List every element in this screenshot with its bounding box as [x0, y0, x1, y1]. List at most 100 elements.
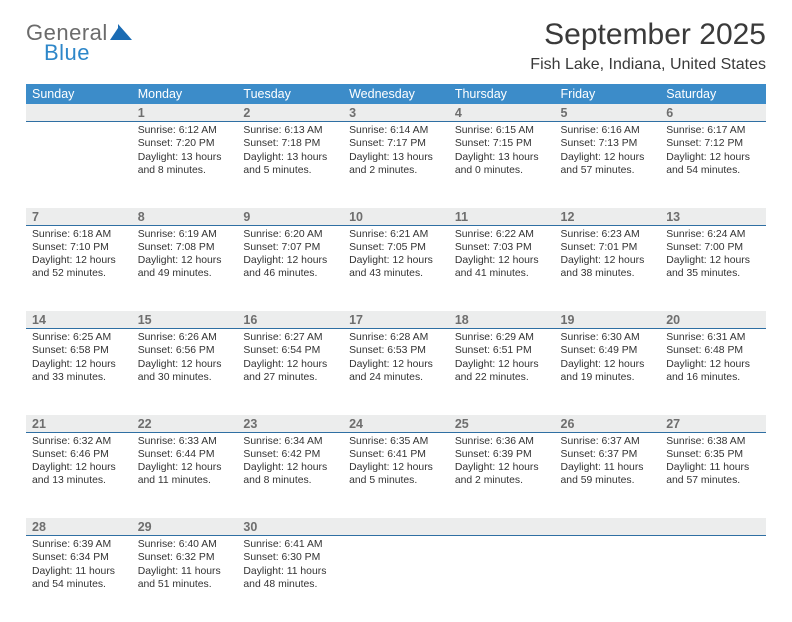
daynum-cell: 23	[237, 415, 343, 433]
day-cell: Sunrise: 6:38 AMSunset: 6:35 PMDaylight:…	[660, 432, 766, 518]
day-cell	[343, 536, 449, 622]
daylight-line: Daylight: 12 hours and 35 minutes.	[666, 254, 760, 281]
sunrise-line: Sunrise: 6:33 AM	[138, 435, 232, 448]
sunrise-line: Sunrise: 6:39 AM	[32, 538, 126, 551]
sunset-line: Sunset: 7:08 PM	[138, 241, 232, 254]
sunset-line: Sunset: 7:03 PM	[455, 241, 549, 254]
daynum-cell: 20	[660, 311, 766, 329]
daynum-cell	[343, 518, 449, 536]
daylight-line: Daylight: 12 hours and 46 minutes.	[243, 254, 337, 281]
daynum-cell: 1	[132, 104, 238, 122]
sunrise-line: Sunrise: 6:21 AM	[349, 228, 443, 241]
day-cell: Sunrise: 6:19 AMSunset: 7:08 PMDaylight:…	[132, 225, 238, 311]
day-info: Sunrise: 6:31 AMSunset: 6:48 PMDaylight:…	[666, 331, 760, 384]
day-cell: Sunrise: 6:37 AMSunset: 6:37 PMDaylight:…	[555, 432, 661, 518]
sunset-line: Sunset: 6:35 PM	[666, 448, 760, 461]
day-cell: Sunrise: 6:18 AMSunset: 7:10 PMDaylight:…	[26, 225, 132, 311]
day-info: Sunrise: 6:30 AMSunset: 6:49 PMDaylight:…	[561, 331, 655, 384]
sunrise-line: Sunrise: 6:19 AM	[138, 228, 232, 241]
day-number: 7	[32, 208, 126, 225]
day-number: 14	[32, 311, 126, 328]
calendar-week-row: Sunrise: 6:39 AMSunset: 6:34 PM Daylight:…	[26, 536, 766, 622]
daylight-line: Daylight: 12 hours and 57 minutes.	[561, 151, 655, 178]
daynum-cell: 6	[660, 104, 766, 122]
day-number: 25	[455, 415, 549, 432]
day-number: 6	[666, 104, 760, 121]
daylight-line: Daylight: 12 hours and 8 minutes.	[243, 461, 337, 488]
daynum-row: 78910111213	[26, 208, 766, 226]
daylight-line: Daylight: 11 hours and 51 minutes.	[138, 565, 232, 592]
daylight-line: Daylight: 12 hours and 38 minutes.	[561, 254, 655, 281]
day-info: Sunrise: 6:22 AMSunset: 7:03 PMDaylight:…	[455, 228, 549, 281]
calendar-week-row: Sunrise: 6:12 AMSunset: 7:20 PMDaylight:…	[26, 122, 766, 208]
daylight-line: Daylight: 12 hours and 49 minutes.	[138, 254, 232, 281]
day-info: Sunrise: 6:40 AMSunset: 6:32 PMDaylight:…	[138, 538, 232, 591]
day-cell: Sunrise: 6:36 AMSunset: 6:39 PMDaylight:…	[449, 432, 555, 518]
sunset-line: Sunset: 7:12 PM	[666, 137, 760, 150]
daylight-line: Daylight: 12 hours and 13 minutes.	[32, 461, 126, 488]
day-number: 9	[243, 208, 337, 225]
day-number: 30	[243, 518, 337, 535]
day-cell: Sunrise: 6:12 AMSunset: 7:20 PMDaylight:…	[132, 122, 238, 208]
daylight-line: Daylight: 11 hours and 57 minutes.	[666, 461, 760, 488]
sunset-line: Sunset: 6:49 PM	[561, 344, 655, 357]
sunrise-line: Sunrise: 6:13 AM	[243, 124, 337, 137]
daylight-line: Daylight: 12 hours and 33 minutes.	[32, 358, 126, 385]
daynum-cell: 26	[555, 415, 661, 433]
day-number: 20	[666, 311, 760, 328]
daylight-line: Daylight: 12 hours and 22 minutes.	[455, 358, 549, 385]
daynum-cell: 7	[26, 208, 132, 226]
sunrise-line: Sunrise: 6:27 AM	[243, 331, 337, 344]
day-number: 3	[349, 104, 443, 121]
daynum-cell: 4	[449, 104, 555, 122]
sunset-line: Sunset: 7:17 PM	[349, 137, 443, 150]
sunset-line: Sunset: 7:07 PM	[243, 241, 337, 254]
daynum-cell: 22	[132, 415, 238, 433]
sunset-line: Sunset: 6:51 PM	[455, 344, 549, 357]
daynum-cell: 25	[449, 415, 555, 433]
day-info: Sunrise: 6:15 AMSunset: 7:15 PMDaylight:…	[455, 124, 549, 177]
day-cell: Sunrise: 6:30 AMSunset: 6:49 PMDaylight:…	[555, 329, 661, 415]
sunset-line: Sunset: 6:34 PM	[32, 551, 126, 564]
sunset-line: Sunset: 6:37 PM	[561, 448, 655, 461]
sunset-line: Sunset: 7:05 PM	[349, 241, 443, 254]
day-info: Sunrise: 6:12 AMSunset: 7:20 PMDaylight:…	[138, 124, 232, 177]
daynum-cell: 9	[237, 208, 343, 226]
daynum-cell: 18	[449, 311, 555, 329]
weekday-header: Sunday	[26, 84, 132, 104]
weekday-header: Monday	[132, 84, 238, 104]
daynum-cell	[26, 104, 132, 122]
day-cell: Sunrise: 6:29 AMSunset: 6:51 PMDaylight:…	[449, 329, 555, 415]
sunrise-line: Sunrise: 6:32 AM	[32, 435, 126, 448]
sunrise-line: Sunrise: 6:17 AM	[666, 124, 760, 137]
sunset-line: Sunset: 7:15 PM	[455, 137, 549, 150]
day-cell	[26, 122, 132, 208]
brand-line2: Blue	[44, 42, 108, 64]
day-number: 24	[349, 415, 443, 432]
daylight-line: Daylight: 12 hours and 41 minutes.	[455, 254, 549, 281]
daynum-cell: 30	[237, 518, 343, 536]
daynum-row: 123456	[26, 104, 766, 122]
sunset-line: Sunset: 6:41 PM	[349, 448, 443, 461]
day-cell: Sunrise: 6:28 AMSunset: 6:53 PMDaylight:…	[343, 329, 449, 415]
day-cell: Sunrise: 6:17 AMSunset: 7:12 PMDaylight:…	[660, 122, 766, 208]
day-cell: Sunrise: 6:41 AMSunset: 6:30 PMDaylight:…	[237, 536, 343, 622]
sunrise-line: Sunrise: 6:16 AM	[561, 124, 655, 137]
sunset-line: Sunset: 6:39 PM	[455, 448, 549, 461]
day-cell: Sunrise: 6:24 AMSunset: 7:00 PMDaylight:…	[660, 225, 766, 311]
day-cell: Sunrise: 6:15 AMSunset: 7:15 PMDaylight:…	[449, 122, 555, 208]
daynum-cell: 16	[237, 311, 343, 329]
daynum-cell: 27	[660, 415, 766, 433]
brand-logo: General Blue	[26, 22, 132, 64]
day-number: 16	[243, 311, 337, 328]
page-subtitle: Fish Lake, Indiana, United States	[26, 56, 766, 74]
weekday-header: Saturday	[660, 84, 766, 104]
day-number: 17	[349, 311, 443, 328]
daynum-cell: 14	[26, 311, 132, 329]
sunset-line: Sunset: 6:58 PM	[32, 344, 126, 357]
daynum-cell: 21	[26, 415, 132, 433]
day-cell	[660, 536, 766, 622]
sunrise-line: Sunrise: 6:29 AM	[455, 331, 549, 344]
weekday-header: Thursday	[449, 84, 555, 104]
sunrise-line: Sunrise: 6:23 AM	[561, 228, 655, 241]
